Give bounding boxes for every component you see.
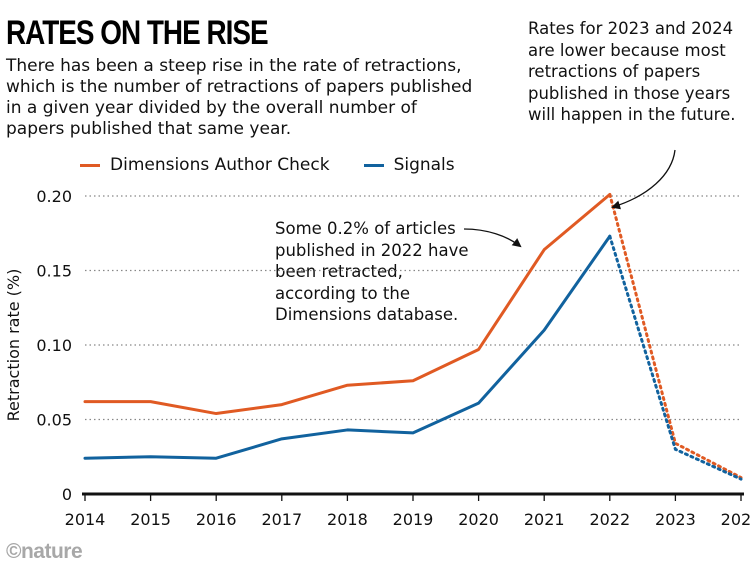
y-axis-ticks: 0 0.05 0.10 0.15 0.20	[36, 187, 72, 504]
series-line-signals	[83, 234, 612, 460]
annotation-2022-rate: Some 0.2% of articles published in 2022 …	[275, 219, 469, 324]
x-tick-label: 2017	[261, 510, 302, 529]
chart-subtitle: There has been a steep rise in the rate …	[6, 56, 473, 139]
series-line-dimensions-projected	[608, 193, 743, 480]
legend-label-dimensions: Dimensions Author Check	[110, 155, 330, 175]
nature-credit: ©nature	[6, 540, 83, 563]
annotation-arrow-middle	[463, 228, 522, 248]
x-tick-label: 2023	[655, 510, 696, 529]
x-tick-label: 2022	[589, 510, 630, 529]
x-tick-label: 2019	[393, 510, 434, 529]
x-tick-label: 2015	[130, 510, 171, 529]
x-tick-label: 2018	[327, 510, 368, 529]
legend-label-signals: Signals	[393, 155, 455, 175]
legend-swatch-dimensions	[80, 163, 100, 167]
x-tick-label: 2016	[196, 510, 237, 529]
chart-legend: Dimensions Author Check Signals	[80, 155, 489, 175]
x-tick-label: 2020	[458, 510, 499, 529]
gridlines	[85, 195, 741, 421]
annotation-arrow-top	[611, 149, 676, 210]
chart-title: RATES ON THE RISE	[6, 14, 269, 52]
series-line-dimensions	[83, 193, 612, 416]
y-tick-label: 0.20	[36, 187, 72, 206]
x-tick-label: 2014	[65, 510, 106, 529]
x-tick-label: 2024	[721, 510, 751, 529]
y-tick-label: 0.10	[36, 336, 72, 355]
x-tick-label: 2021	[524, 510, 565, 529]
y-tick-label: 0.15	[36, 262, 72, 281]
y-tick-label: 0	[62, 485, 72, 504]
x-axis-ticks: 2014 2015 2016 2017 2018 2019 2020 2021 2022 2023…	[65, 494, 751, 529]
legend-item-signals: Signals	[363, 155, 455, 175]
series-line-signals-projected	[608, 234, 743, 481]
legend-swatch-signals	[363, 163, 384, 167]
series-lines	[83, 193, 743, 481]
y-axis-label: Retraction rate (%)	[4, 269, 23, 422]
legend-item-dimensions: Dimensions Author Check	[80, 155, 330, 175]
y-tick-label: 0.05	[36, 411, 72, 430]
annotation-future-retractions: Rates for 2023 and 2024 are lower becaus…	[528, 19, 736, 124]
